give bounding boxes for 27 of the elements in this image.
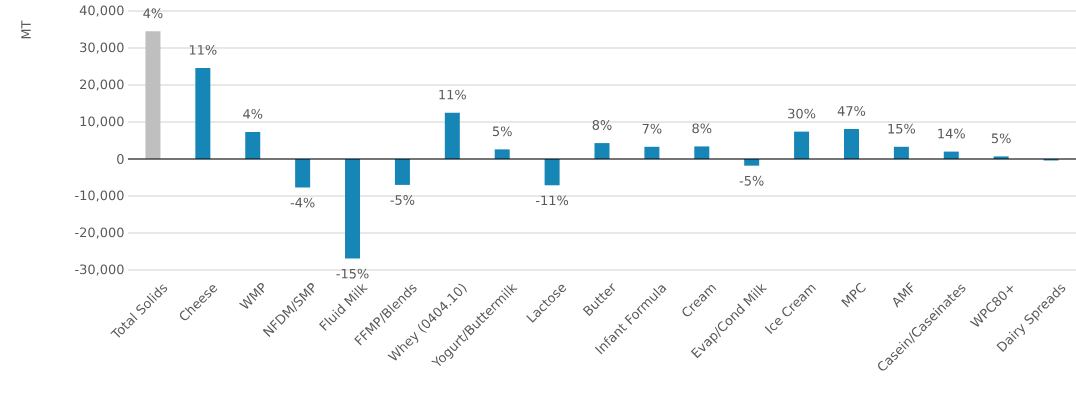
annotation: -5% [390,195,415,205]
y-tick-label: 10,000 [80,116,124,128]
annotation: 4% [143,8,163,19]
annotation: -11% [536,195,569,206]
annotation: -5% [739,175,764,186]
annotation: 4% [243,109,263,119]
annotation: 30% [788,108,816,119]
annotation: 7% [642,123,662,134]
y-tick-label: -30,000 [75,264,124,276]
y-axis-title: MT [21,20,31,39]
y-tick-label: -20,000 [75,227,124,239]
annotation: -4% [290,197,315,208]
y-tick-label: 30,000 [80,42,124,54]
annotation: 47% [837,106,866,116]
annotation: 14% [938,128,965,139]
annotation: 5% [991,133,1011,144]
y-tick-label: 40,000 [79,5,124,17]
annotation: 15% [888,123,916,134]
y-tick-label: 20,000 [80,79,124,91]
annotation: 8% [592,120,612,130]
annotation: 11% [439,89,466,100]
annotation: -15% [336,268,369,279]
annotation: 11% [189,44,217,55]
annotation: 8% [692,123,712,134]
y-tick-label: -10,000 [75,190,124,202]
y-tick-label: 0 [117,154,124,164]
annotation: 5% [492,126,512,137]
